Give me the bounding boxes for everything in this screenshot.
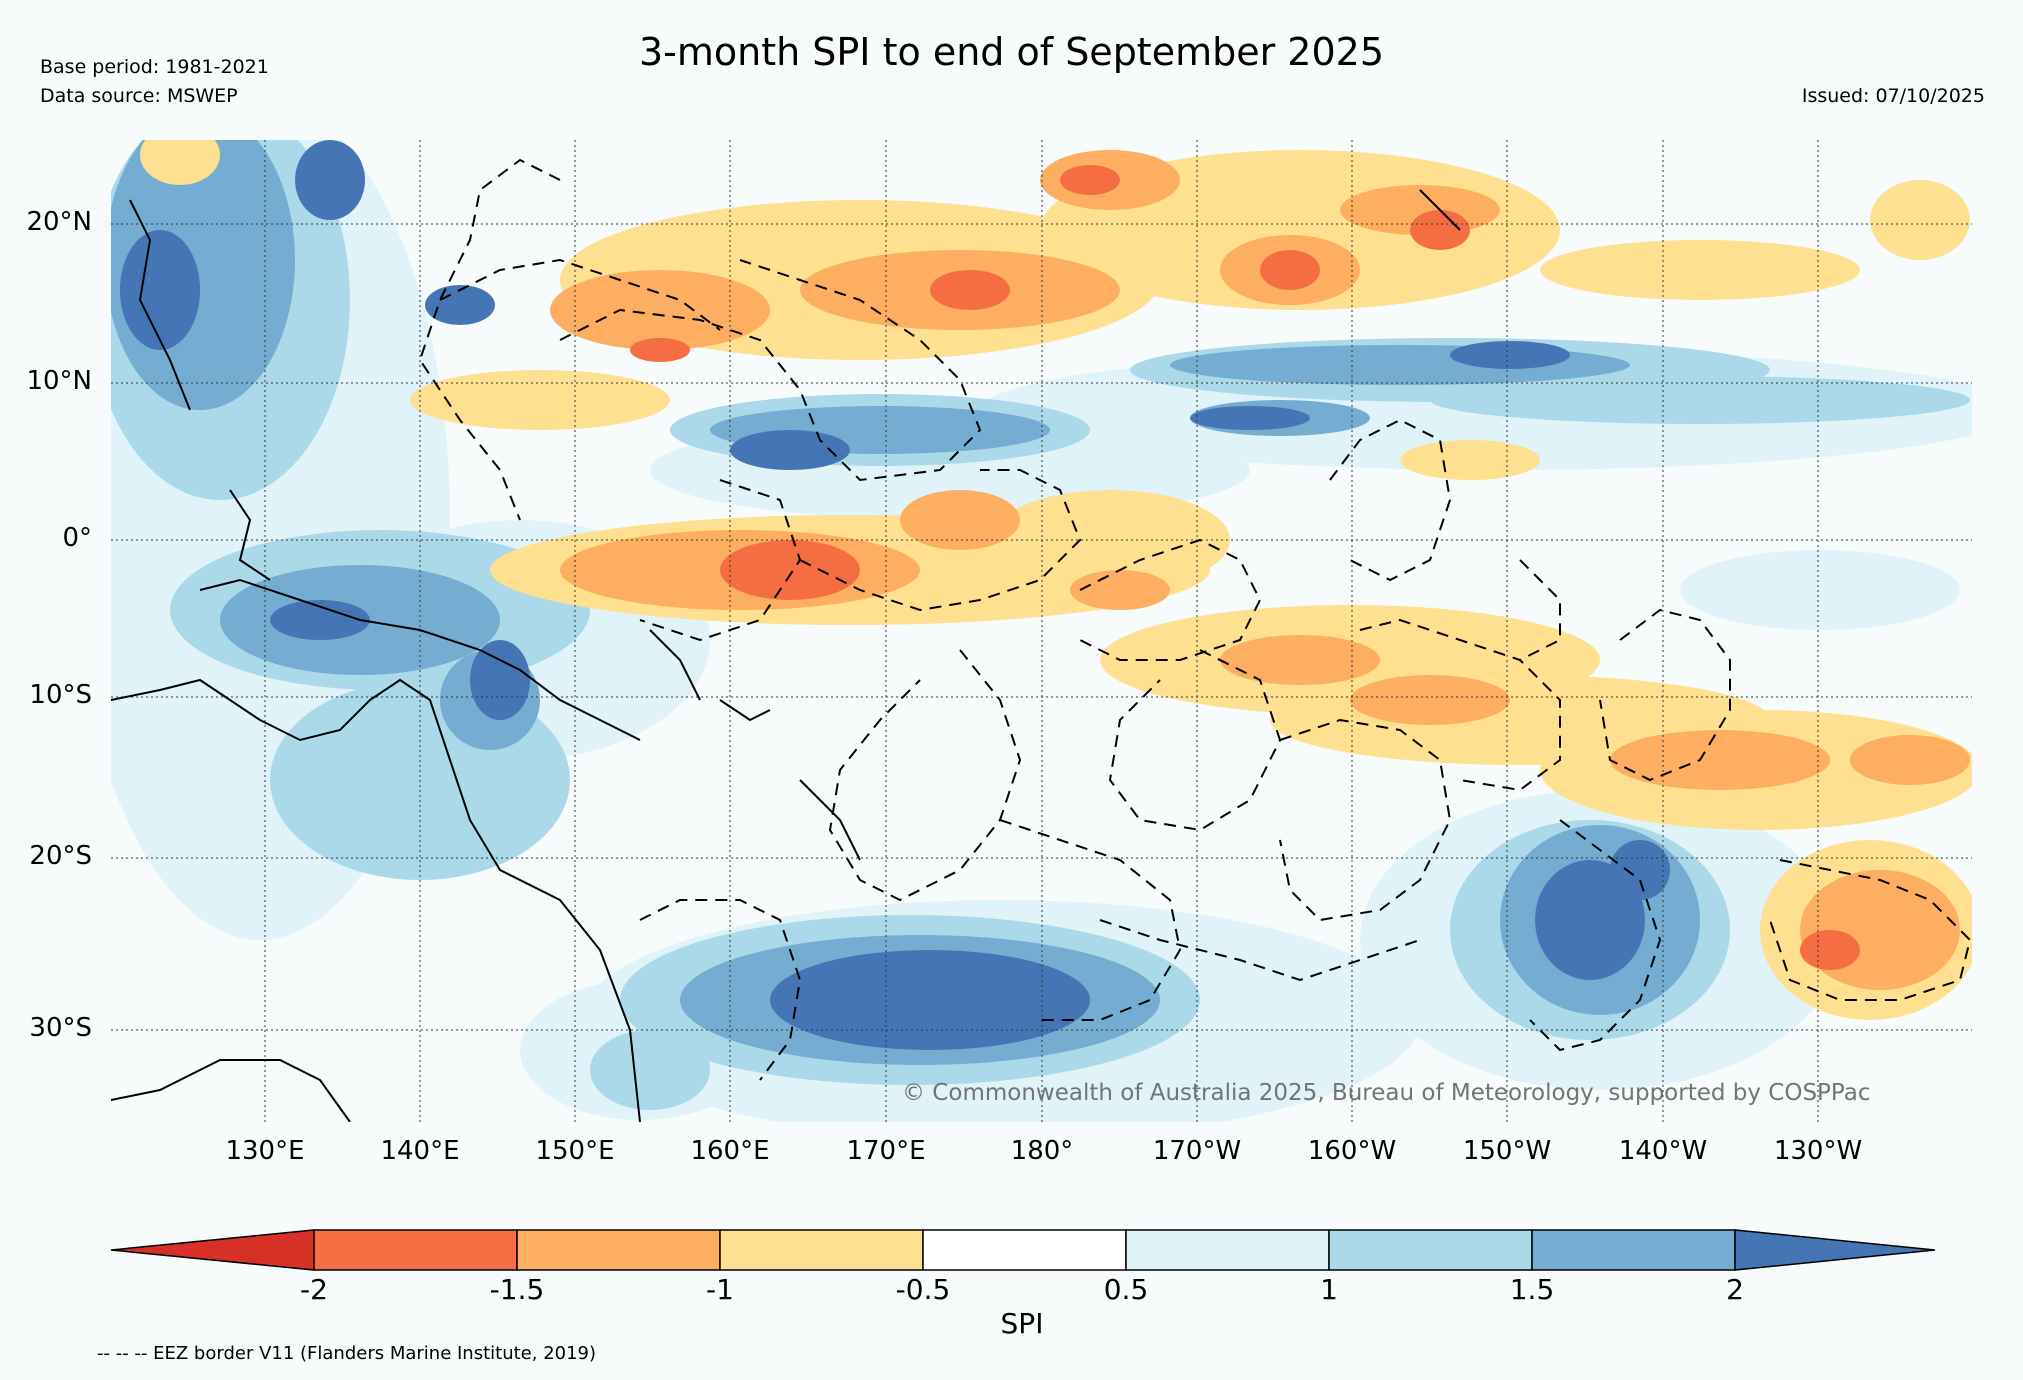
lon-label: 150°E	[535, 1136, 615, 1166]
spi-map-panel	[111, 140, 1972, 1122]
colorbar-bin	[1328, 1229, 1533, 1271]
colorbar-tick-label: 0.5	[1104, 1273, 1149, 1306]
colorbar-extend-low	[110, 1229, 315, 1271]
data-source-note: Data source: MSWEP	[40, 85, 238, 107]
colorbar-tick-label: 1	[1320, 1273, 1338, 1306]
colorbar-tick-label: -1	[706, 1273, 734, 1306]
lon-label: 130°W	[1773, 1136, 1863, 1166]
lon-label: 160°W	[1307, 1136, 1397, 1166]
colorbar-bin	[516, 1229, 721, 1271]
colorbar-tick-label: -1.5	[490, 1273, 545, 1306]
colorbar-bin	[719, 1229, 924, 1271]
base-period-note: Base period: 1981-2021	[40, 56, 269, 78]
coastlines	[111, 189, 1461, 1122]
lon-label: 130°E	[225, 1136, 305, 1166]
spi-colorbar	[110, 1229, 1936, 1271]
colorbar-bin	[1531, 1229, 1736, 1271]
colorbar-ticks: -2 -1.5 -1 -0.5 0.5 1 1.5 2 SPI	[300, 1273, 1744, 1340]
colorbar-bin	[1125, 1229, 1330, 1271]
lat-label: 20°S	[29, 841, 92, 871]
lat-label: 0°	[62, 523, 92, 553]
copyright-watermark: © Commonwealth of Australia 2025, Bureau…	[902, 1080, 1871, 1106]
colorbar-bin	[922, 1229, 1127, 1271]
colorbar-title: SPI	[1001, 1307, 1044, 1340]
lat-label: 10°N	[26, 366, 92, 396]
lon-label: 140°E	[380, 1136, 460, 1166]
issued-date: Issued: 07/10/2025	[1801, 85, 1985, 107]
lon-label: 180°	[1010, 1136, 1074, 1166]
lon-label: 170°E	[846, 1136, 926, 1166]
map-title: 3-month SPI to end of September 2025	[638, 30, 1385, 74]
colorbar-extend-high	[1734, 1229, 1936, 1271]
colorbar-tick-label: 2	[1726, 1273, 1744, 1306]
lat-label: 30°S	[29, 1013, 92, 1043]
eez-border-note: -- -- -- EEZ border V11 (Flanders Marine…	[97, 1343, 597, 1364]
lon-label: 140°W	[1618, 1136, 1708, 1166]
lat-label: 20°N	[26, 207, 92, 237]
colorbar-bin	[313, 1229, 518, 1271]
lon-label: 170°W	[1152, 1136, 1242, 1166]
lon-label: 150°W	[1462, 1136, 1552, 1166]
colorbar-tick-label: -0.5	[896, 1273, 951, 1306]
colorbar-tick-label: 1.5	[1510, 1273, 1555, 1306]
eez-borders	[418, 158, 1972, 1081]
spi-dry-high-regions	[630, 165, 1860, 970]
lon-label: 160°E	[690, 1136, 770, 1166]
colorbar-tick-label: -2	[300, 1273, 328, 1306]
spi-wet-extreme-regions	[120, 140, 1670, 1050]
lat-label: 10°S	[29, 680, 92, 710]
